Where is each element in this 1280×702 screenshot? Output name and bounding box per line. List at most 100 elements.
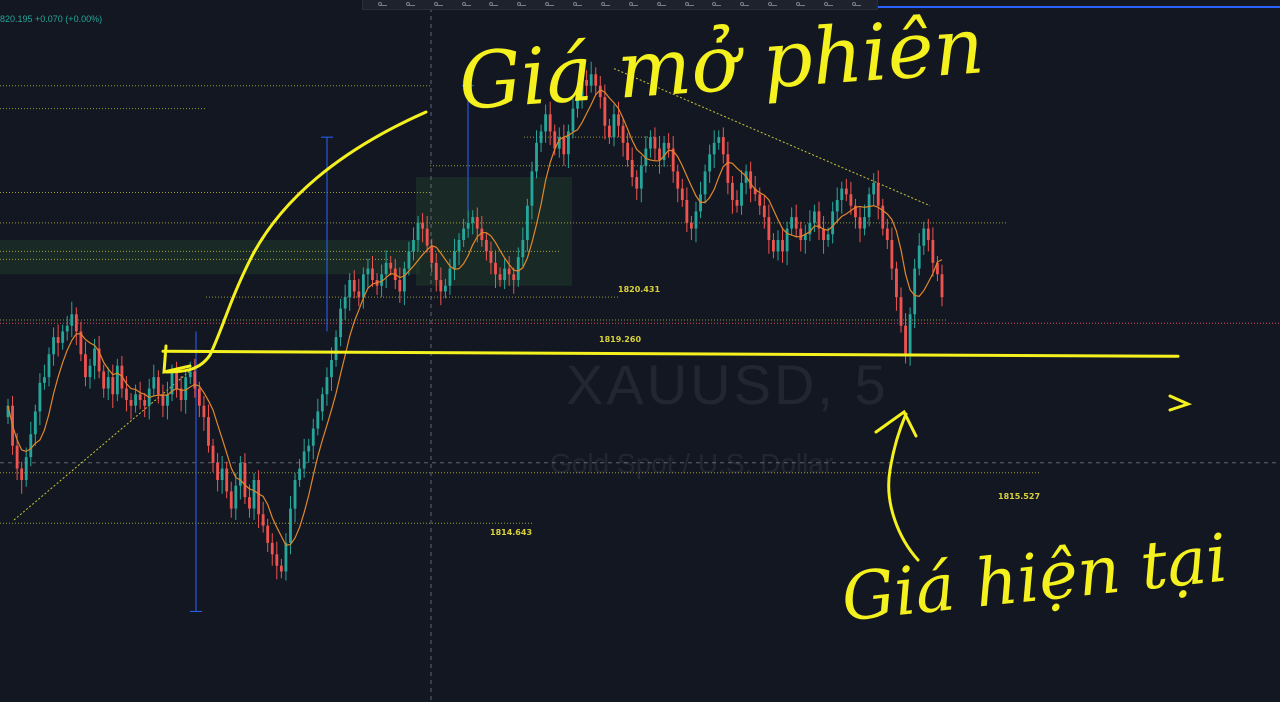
candle-body xyxy=(539,131,543,143)
tool-11-icon[interactable] xyxy=(656,1,668,8)
candle-body xyxy=(298,468,302,480)
tool-6-icon[interactable] xyxy=(516,1,528,8)
candle-body xyxy=(895,268,898,298)
candle-body xyxy=(671,148,675,172)
candle-body xyxy=(252,480,256,509)
candle-body xyxy=(389,262,393,269)
tool-3-icon[interactable] xyxy=(433,1,445,8)
candle-body xyxy=(667,142,671,149)
candle-body xyxy=(407,251,411,269)
candle-body xyxy=(940,274,944,298)
candle-body xyxy=(484,240,488,252)
curved-arrow-right-head xyxy=(874,409,918,438)
tool-8-icon[interactable] xyxy=(572,1,584,8)
candle-body xyxy=(731,182,734,200)
candle-body xyxy=(352,280,356,292)
candle-body xyxy=(494,262,497,275)
candle-body xyxy=(826,234,830,240)
candle-body xyxy=(922,228,926,246)
tool-4-icon[interactable] xyxy=(461,1,473,8)
candle-body xyxy=(603,97,607,126)
candle-body xyxy=(835,200,839,212)
tool-1-icon[interactable] xyxy=(377,1,389,8)
moving-average xyxy=(7,89,943,546)
tool-12-icon[interactable] xyxy=(684,1,696,8)
candle-body xyxy=(840,188,844,200)
tool-2-icon[interactable] xyxy=(405,1,417,8)
tool-9-icon[interactable] xyxy=(600,1,612,8)
candle-body xyxy=(84,354,87,378)
candle-body xyxy=(234,485,238,509)
tool-10-icon[interactable] xyxy=(628,1,640,8)
tool-18-icon[interactable] xyxy=(851,1,863,8)
candle-body xyxy=(38,382,42,412)
candle-body xyxy=(225,468,229,492)
candle-body xyxy=(635,177,639,189)
candle-body xyxy=(794,217,798,229)
candle-body xyxy=(97,348,101,372)
candle-body xyxy=(74,314,78,332)
candle-body xyxy=(776,240,780,252)
candle-body xyxy=(740,182,743,206)
candle-body xyxy=(926,228,930,240)
candle-body xyxy=(544,114,548,132)
candle-body xyxy=(138,394,142,400)
candle-body xyxy=(621,125,625,143)
candle-body xyxy=(803,234,807,240)
candle-body xyxy=(6,405,10,418)
candle-body xyxy=(908,314,912,355)
candle-body xyxy=(598,85,602,98)
candle-body xyxy=(881,205,885,229)
candle-body xyxy=(129,400,133,406)
opening-price-line xyxy=(161,349,1180,358)
drawing-toolbar[interactable] xyxy=(362,0,878,10)
tool-14-icon[interactable] xyxy=(739,1,751,8)
candle-body xyxy=(890,240,894,269)
candle-body xyxy=(289,508,292,543)
candle-body xyxy=(65,325,69,332)
candle-body xyxy=(430,245,434,263)
tool-13-icon[interactable] xyxy=(711,1,723,8)
candle-body xyxy=(293,480,297,509)
candle-body xyxy=(302,451,306,469)
trend-lines[interactable] xyxy=(13,68,931,521)
candle-body xyxy=(421,222,425,229)
tool-5-icon[interactable] xyxy=(488,1,500,8)
candle-body xyxy=(243,462,247,498)
candle-body xyxy=(229,491,233,509)
horizontal-levels[interactable] xyxy=(0,85,1280,524)
candle-body xyxy=(47,354,51,378)
candle-body xyxy=(161,394,165,406)
candle-body xyxy=(653,137,657,149)
candle-body xyxy=(580,80,584,98)
candle-body xyxy=(179,388,183,400)
candle-body xyxy=(585,80,589,86)
candle-body xyxy=(762,205,766,218)
candle-body xyxy=(134,394,137,406)
candle-body xyxy=(630,160,634,178)
candle-body xyxy=(361,274,365,298)
candle-body xyxy=(106,377,110,389)
price-label-1815-527: 1815.527 xyxy=(998,492,1041,501)
candle-body xyxy=(899,297,903,326)
candle-body xyxy=(658,148,661,160)
candle-body xyxy=(936,262,939,275)
candle-body xyxy=(703,171,707,195)
tool-16-icon[interactable] xyxy=(795,1,807,8)
candle-body xyxy=(371,268,374,280)
candle-body xyxy=(188,371,192,378)
tool-15-icon[interactable] xyxy=(767,1,779,8)
tool-7-icon[interactable] xyxy=(544,1,556,8)
candle-body xyxy=(480,228,484,240)
tool-17-icon[interactable] xyxy=(823,1,835,8)
candle-body xyxy=(721,137,725,155)
candle-body xyxy=(607,125,611,138)
candle-body xyxy=(343,297,347,309)
candle-body xyxy=(566,131,570,155)
candle-body xyxy=(334,337,338,360)
candle-body xyxy=(143,400,147,406)
candle-body xyxy=(525,205,529,240)
curved-arrow-right xyxy=(887,412,920,562)
